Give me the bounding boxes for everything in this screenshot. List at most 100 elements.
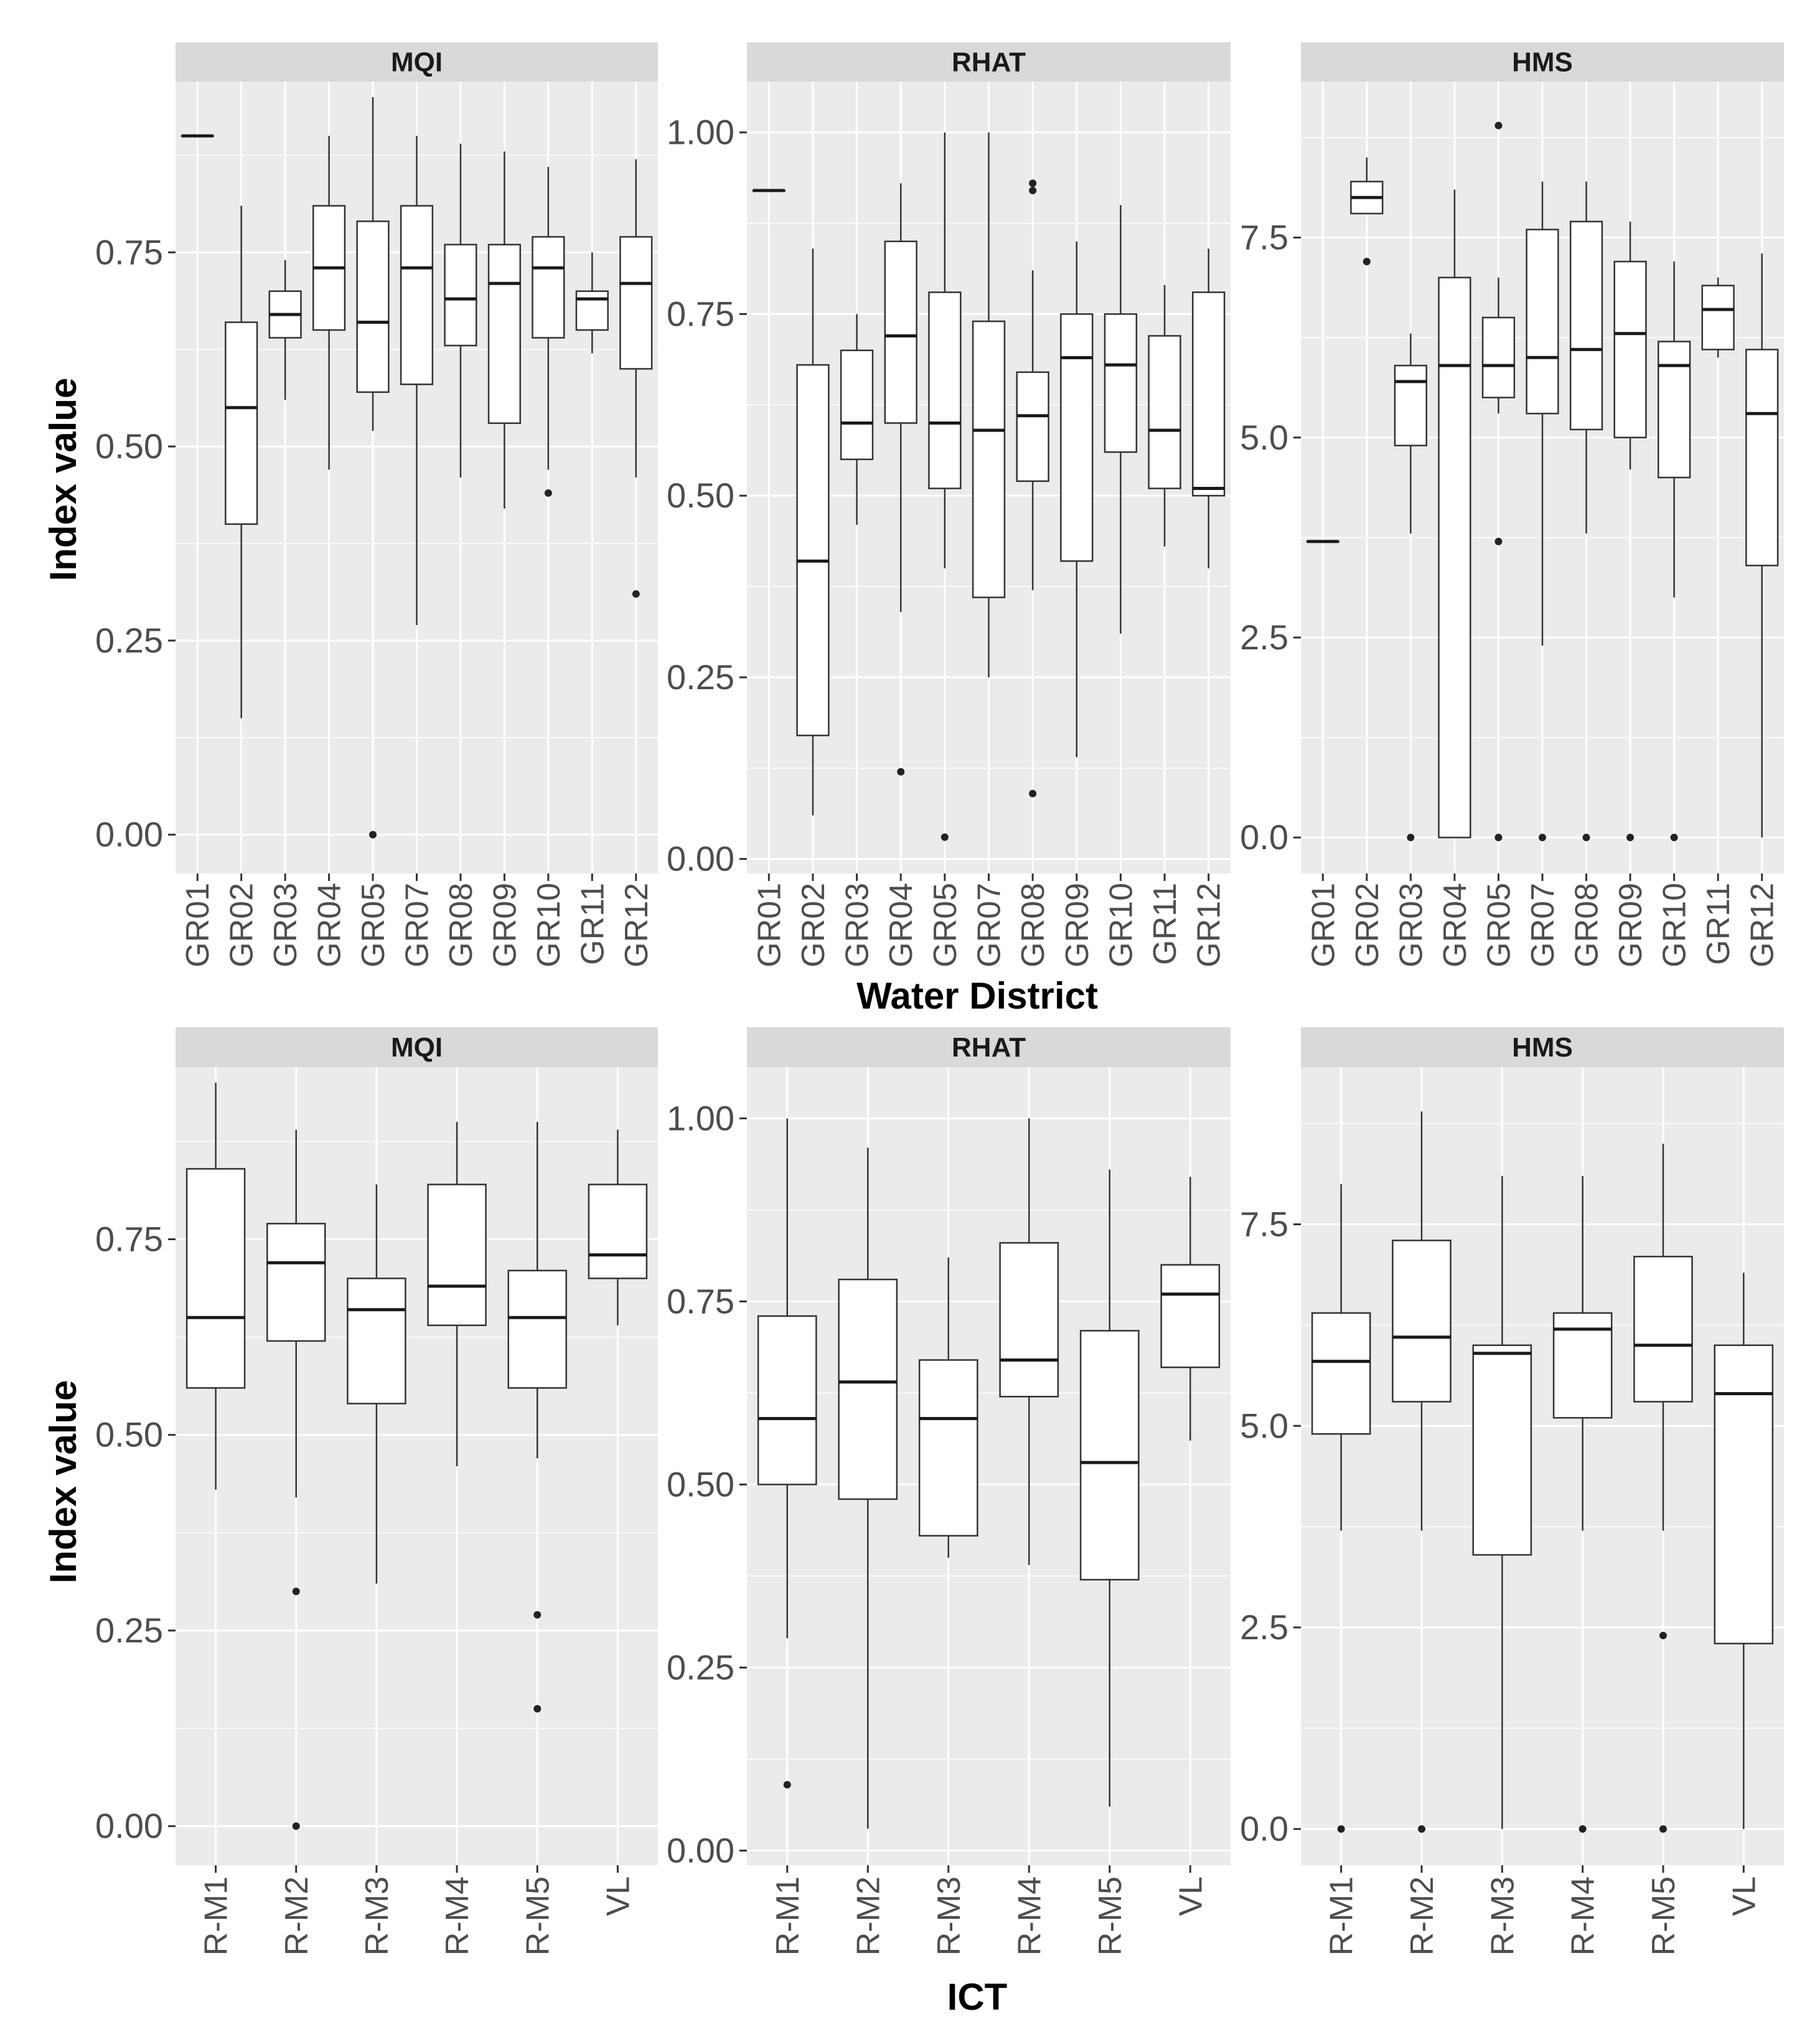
y-tick-label: 5.0 [1240, 1406, 1288, 1445]
outlier-point [1539, 834, 1546, 842]
iqr-box [918, 1359, 978, 1537]
iqr-box [1192, 291, 1226, 497]
x-tick-label: VL [1726, 1876, 1762, 1916]
y-tick-label: 0.0 [1240, 1809, 1288, 1848]
x-tick-label: GR05 [1481, 883, 1517, 967]
outlier-point [292, 1588, 300, 1596]
iqr-box [1701, 285, 1735, 351]
facet-title: HMS [1512, 47, 1573, 78]
x-tick-label: GR12 [1191, 883, 1227, 967]
iqr-box [588, 1184, 648, 1279]
bottom-x-axis-title: ICT [947, 1976, 1008, 2018]
iqr-box [796, 364, 830, 737]
x-tick-label: GR01 [1305, 883, 1341, 967]
outlier-point [1407, 834, 1415, 842]
x-tick-label: R-M2 [850, 1876, 886, 1956]
x-tick-label: GR05 [355, 883, 392, 967]
iqr-box [1657, 341, 1691, 479]
x-tick-label: R-M3 [931, 1876, 967, 1956]
x-tick-label: R-M3 [359, 1876, 395, 1956]
box-r-m5 [507, 1121, 567, 1713]
box-vl [1160, 1177, 1221, 1441]
iqr-box [266, 1223, 326, 1342]
facet-strip [176, 1027, 658, 1067]
box-r-m5 [1079, 1169, 1140, 1807]
iqr-box [884, 240, 917, 424]
facet-strip [747, 42, 1231, 82]
iqr-box [838, 1278, 898, 1500]
y-tick-label: 0.00 [95, 815, 163, 854]
facet-strip [747, 1027, 1231, 1067]
x-tick-label: GR07 [1525, 883, 1561, 967]
iqr-box [757, 1315, 817, 1485]
box-r-m4 [427, 1121, 487, 1466]
x-tick-label: GR09 [1059, 883, 1095, 967]
outlier-point [544, 489, 552, 497]
iqr-box [1104, 313, 1138, 453]
box-r-m5 [1633, 1144, 1693, 1833]
iqr-box [1392, 1240, 1452, 1403]
iqr-box [1569, 220, 1603, 431]
box-gr02 [796, 248, 830, 816]
top-y-axis-title: Index value [42, 378, 84, 581]
y-tick-label: 7.5 [1240, 218, 1288, 257]
outlier-point [1626, 834, 1635, 842]
x-tick-label: GR10 [1103, 883, 1139, 967]
x-tick-label: GR11 [1147, 883, 1183, 965]
iqr-box [1311, 1312, 1371, 1435]
x-tick-label: GR10 [531, 883, 567, 967]
y-tick-label: 0.00 [667, 839, 734, 878]
box-gr11 [575, 252, 609, 354]
box-r-m3 [918, 1257, 978, 1558]
x-tick-label: GR08 [1569, 883, 1605, 967]
x-tick-label: GR02 [795, 883, 832, 967]
outlier-point [292, 1822, 300, 1830]
box-gr08 [1569, 181, 1603, 842]
top-x-axis-title: Water District [856, 975, 1098, 1017]
box-gr03 [1394, 333, 1428, 842]
x-tick-label: VL [1173, 1876, 1209, 1916]
box-gr07 [1526, 181, 1559, 842]
panel-top-rhat: RHAT 0.00 0.25 0.50 0.75 1.00 GR01 GR02 GR03 GR04… [667, 42, 1231, 967]
iqr-box [347, 1278, 406, 1405]
box-gr08 [1016, 179, 1049, 798]
x-tick-label: GR03 [268, 883, 304, 967]
y-tick-label: 0.25 [95, 1611, 163, 1650]
y-tick-label: 0.75 [667, 1281, 734, 1320]
outlier-point [533, 1705, 542, 1713]
box-gr10 [1104, 205, 1138, 634]
iqr-box [1394, 364, 1428, 446]
outlier-point [1494, 834, 1503, 842]
y-tick-label: 0.75 [95, 232, 163, 271]
x-tick-label: GR12 [1745, 883, 1781, 967]
facet-strip [1301, 42, 1784, 82]
y-tick-label: 0.25 [667, 1647, 734, 1687]
y-tick-label: 0.75 [667, 294, 734, 333]
outlier-point [1578, 1825, 1587, 1833]
box-r-m1 [757, 1118, 817, 1789]
y-tick-label: 2.5 [1240, 618, 1288, 657]
box-r-m2 [838, 1147, 898, 1829]
y-tick-label: 2.5 [1240, 1608, 1288, 1647]
panel-bottom-rhat: RHAT 0.00 0.25 0.50 0.75 1.00 R-M1 R-M2 R-M3 R-M4… [667, 1027, 1231, 1956]
y-tick-label: 0.00 [667, 1830, 734, 1870]
box-gr03 [268, 260, 302, 400]
x-tick-label: R-M5 [1646, 1876, 1682, 1956]
iqr-box [1148, 335, 1181, 489]
box-r-m2 [266, 1129, 326, 1830]
facet-title: MQI [391, 47, 443, 78]
y-tick-label: 0.50 [667, 1464, 734, 1504]
facet-title: RHAT [952, 1032, 1026, 1063]
x-tick-label: GR01 [180, 883, 216, 967]
outlier-point [1363, 258, 1371, 266]
y-tick-label: 0.25 [667, 657, 734, 697]
y-tick-label: 0.25 [95, 621, 163, 660]
x-tick-label: R-M3 [1485, 1876, 1521, 1956]
box-gr09 [1060, 241, 1094, 758]
box-gr10 [1657, 261, 1691, 842]
x-tick-label: GR12 [619, 883, 655, 967]
x-tick-label: GR09 [1613, 883, 1649, 967]
box-gr03 [840, 314, 874, 525]
